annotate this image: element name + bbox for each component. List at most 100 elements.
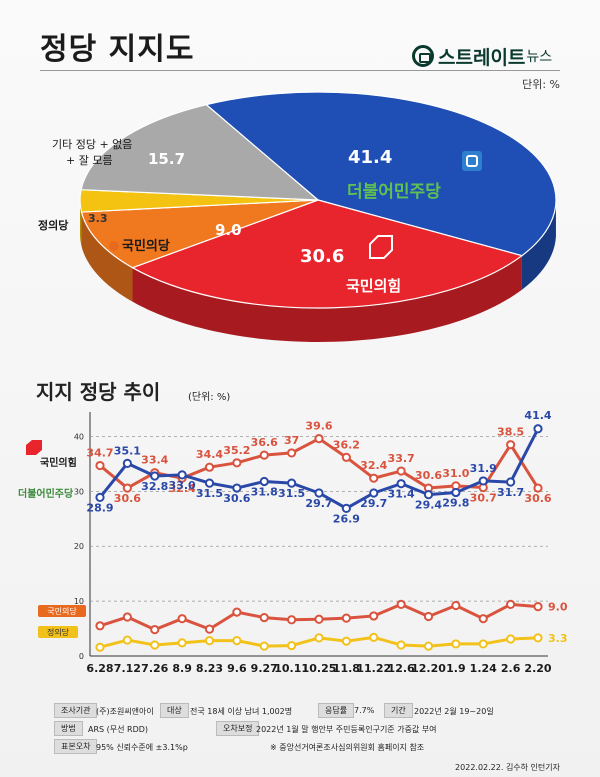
pie-wall-1-0 (132, 255, 522, 342)
point-0-16 (533, 483, 543, 493)
point-2-11 (396, 599, 406, 610)
point-0-5 (232, 458, 242, 468)
x-tick-4: 8.23 (196, 662, 223, 675)
survey-org: (주)조원씨앤아이 (96, 707, 154, 716)
badge-justice: 정의당 (47, 627, 70, 637)
dem-logo-icon (462, 151, 482, 171)
point-3-8 (314, 633, 324, 643)
point-1-2 (150, 471, 160, 481)
x-tick-13: 1.9 (446, 662, 466, 675)
x-tick-6: 9.27 (251, 662, 278, 675)
point-2-16 (533, 602, 543, 612)
brand-suffix: 뉴스 (526, 49, 553, 65)
point-2-2 (150, 625, 160, 635)
data-label-1-3: 33.0 (169, 479, 196, 492)
data-label-1-14: 31.9 (470, 462, 497, 475)
point-3-0 (95, 642, 105, 652)
data-label-0-7: 37 (284, 434, 299, 447)
x-tick-1: 7.12 (114, 662, 141, 675)
point-3-11 (396, 640, 406, 650)
data-label-0-3: 32.4 (169, 482, 196, 495)
data-label-1-1: 35.1 (114, 444, 141, 457)
x-tick-2: 7.26 (141, 662, 168, 675)
pie-label-other-name-2: + 잘 모름 (66, 154, 113, 167)
method-label: 방법 (54, 721, 83, 736)
page-title: 정당 지지도 (40, 32, 195, 67)
data-label-1-0: 28.9 (86, 501, 113, 514)
data-label-1-10: 29.7 (360, 497, 387, 510)
y-tick-20: 20 (74, 542, 84, 551)
pie-label-people-name: 국민의당 (122, 238, 170, 254)
y-tick-30: 30 (74, 487, 84, 496)
ppp-side-logo-icon (26, 440, 42, 455)
x-tick-11: 12.6 (388, 662, 415, 675)
brand-mark-icon (412, 45, 434, 67)
sampling-error: 95% 신뢰수준에 ±3.1%p (96, 743, 188, 752)
point-2-3 (177, 614, 187, 624)
point-3-13 (451, 639, 461, 649)
data-label-1-5: 30.6 (223, 492, 250, 505)
data-label-1-6: 31.8 (251, 485, 278, 498)
point-3-5 (232, 636, 242, 646)
point-1-13 (451, 487, 461, 498)
pie-label-other-name-1: 기타 정당 + 없음 (52, 138, 132, 151)
point-1-1 (122, 458, 132, 468)
point-3-14 (478, 639, 488, 649)
point-3-16 (533, 633, 543, 643)
x-tick-9: 11.8 (333, 662, 360, 675)
pie-slice-1 (131, 199, 524, 309)
target: 전국 18세 이상 남녀 1,002명 (190, 707, 293, 716)
x-tick-0: 6.28 (86, 662, 113, 675)
point-0-8 (314, 434, 324, 444)
point-3-6 (259, 641, 269, 651)
pie-label-ppp-name: 국민의힘 (346, 277, 401, 295)
point-1-7 (287, 478, 297, 488)
data-label-1-11: 31.4 (388, 488, 415, 501)
point-2-0 (95, 621, 105, 631)
pie-label-justice-value: 3.3 (88, 212, 108, 225)
point-1-10 (369, 488, 379, 498)
data-label-1-13: 29.8 (442, 496, 469, 509)
point-2-10 (369, 611, 379, 621)
point-3-3 (177, 638, 187, 648)
pie-unit-label: 단위: % (522, 78, 560, 91)
point-2-5 (232, 607, 242, 617)
response-label: 응답률 (318, 703, 355, 718)
data-label-0-11: 33.7 (388, 452, 415, 465)
pie-wall-0-0 (521, 202, 556, 290)
point-0-6 (259, 450, 269, 460)
pie-label-people-value: 9.0 (215, 221, 242, 239)
brand-name: 스트레이트 (438, 46, 526, 69)
y-tick-0: 0 (79, 652, 84, 661)
point-2-9 (341, 613, 351, 623)
credit: 2022.02.22. 김수하 인턴기자 (455, 763, 560, 772)
point-2-12 (423, 611, 434, 622)
point-1-6 (259, 476, 269, 487)
point-2-14 (478, 614, 488, 624)
pie-slice-2 (80, 199, 319, 269)
pie-label-dem-value: 41.4 (348, 147, 392, 168)
period-label: 기간 (384, 703, 413, 718)
point-1-8 (314, 488, 324, 498)
x-tick-16: 2.20 (524, 662, 551, 675)
data-label-2-16: 9.0 (548, 601, 568, 614)
target-label: 대상 (160, 703, 189, 718)
badge-justice-bg (38, 626, 78, 638)
point-3-4 (204, 636, 215, 646)
data-label-1-16: 41.4 (524, 409, 551, 422)
x-tick-12: 12.20 (411, 662, 446, 675)
pie-label-other-value: 15.7 (148, 150, 185, 168)
point-1-12 (423, 490, 434, 500)
point-0-15 (506, 440, 516, 450)
people-logo-icon (109, 241, 119, 251)
data-label-0-1: 30.6 (114, 492, 141, 505)
point-1-14 (478, 476, 488, 486)
point-2-6 (259, 612, 269, 623)
pie-label-ppp-value: 30.6 (300, 246, 344, 267)
trend-title: 지지 정당 추이 (36, 380, 161, 404)
point-2-8 (314, 614, 324, 624)
point-1-0 (95, 492, 105, 502)
source-note: ※ 중앙선거여론조사심의위원회 홈페이지 참조 (270, 743, 425, 752)
x-tick-5: 9.6 (227, 662, 247, 675)
